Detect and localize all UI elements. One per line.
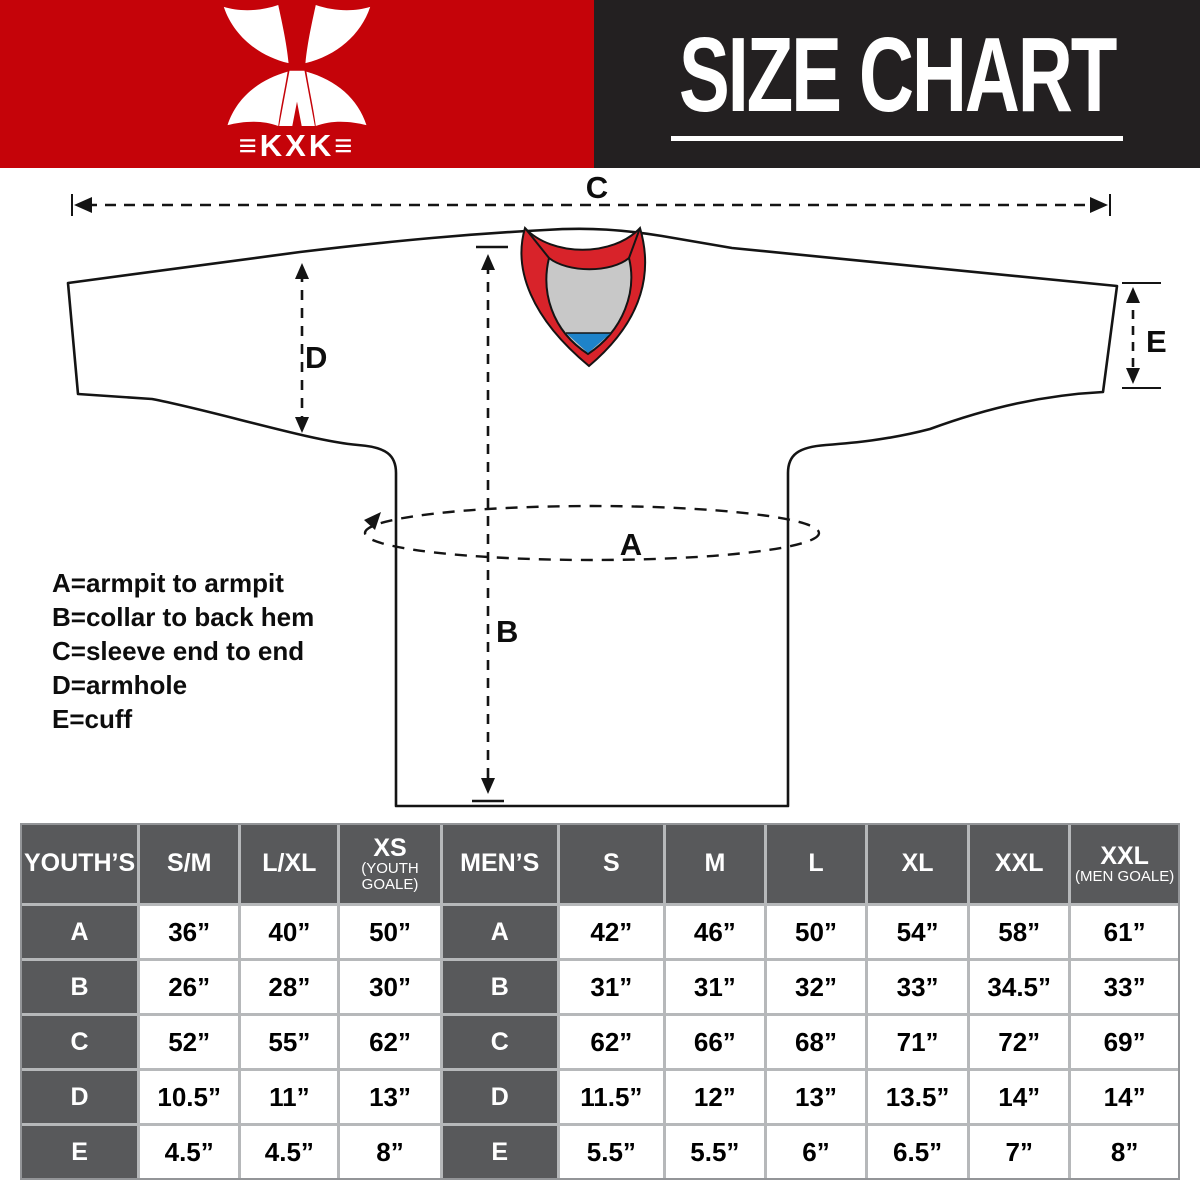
size-value: 7” <box>970 1126 1069 1178</box>
legend-line-d: D=armhole <box>52 670 188 700</box>
size-value: 31” <box>559 961 663 1013</box>
measurement-ellipse-a <box>363 504 821 562</box>
size-value: 13” <box>766 1071 866 1123</box>
jersey-drawing: C D B <box>66 170 1167 808</box>
row-label: E <box>442 1126 557 1178</box>
brand-banner: ≡KXK≡ <box>0 0 594 168</box>
size-value: 69” <box>1071 1016 1178 1068</box>
row-label: A <box>22 906 138 958</box>
legend-line-a: A=armpit to armpit <box>52 568 284 598</box>
measurement-label-a: A <box>620 527 642 562</box>
column-header: XS (YOUTH GOALE) <box>340 825 440 903</box>
size-value: 33” <box>868 961 968 1013</box>
size-value: 8” <box>340 1126 440 1178</box>
measurement-label-b: B <box>496 614 518 649</box>
column-header: S <box>559 825 663 903</box>
title-banner: SIZE CHART <box>594 0 1200 168</box>
column-header: MEN’S <box>442 825 557 903</box>
row-label: D <box>442 1071 557 1123</box>
size-value: 12” <box>665 1071 764 1123</box>
row-label: D <box>22 1071 138 1123</box>
measurement-arrow-e <box>1122 282 1161 389</box>
measurement-label-c: C <box>586 170 608 205</box>
row-label: E <box>22 1126 138 1178</box>
size-value: 6” <box>766 1126 866 1178</box>
kxk-logo-icon <box>223 4 371 126</box>
size-value: 36” <box>140 906 239 958</box>
collar <box>520 226 647 368</box>
size-value: 11” <box>241 1071 338 1123</box>
size-value: 5.5” <box>559 1126 663 1178</box>
size-value: 8” <box>1071 1126 1178 1178</box>
size-value: 14” <box>1071 1071 1178 1123</box>
size-value: 50” <box>766 906 866 958</box>
size-value: 13.5” <box>868 1071 968 1123</box>
size-value: 40” <box>241 906 338 958</box>
size-value: 46” <box>665 906 764 958</box>
jersey-diagram: C D B <box>0 168 1200 818</box>
column-header: L/XL <box>241 825 338 903</box>
measurement-arrow-b <box>472 245 508 803</box>
size-value: 26” <box>140 961 239 1013</box>
size-value: 13” <box>340 1071 440 1123</box>
collar-inner-gray <box>545 256 633 356</box>
size-value: 62” <box>340 1016 440 1068</box>
size-value: 55” <box>241 1016 338 1068</box>
row-label: C <box>442 1016 557 1068</box>
header: ≡KXK≡ SIZE CHART <box>0 0 1200 168</box>
collar-blue-insert <box>566 333 611 353</box>
legend-line-b: B=collar to back hem <box>52 602 315 632</box>
size-value: 28” <box>241 961 338 1013</box>
column-header: S/M <box>140 825 239 903</box>
column-header: XXL <box>970 825 1069 903</box>
size-value: 54” <box>868 906 968 958</box>
size-value: 42” <box>559 906 663 958</box>
size-value: 33” <box>1071 961 1178 1013</box>
legend-line-c: C=sleeve end to end <box>52 636 305 666</box>
size-value: 4.5” <box>140 1126 239 1178</box>
size-value: 61” <box>1071 906 1178 958</box>
size-value: 6.5” <box>868 1126 968 1178</box>
size-table: YOUTH’S S/M L/XL XS (YOUTH GOALE) MEN’S S M L XL X… <box>20 823 1180 1180</box>
size-value: 71” <box>868 1016 968 1068</box>
size-value: 50” <box>340 906 440 958</box>
size-value: 10.5” <box>140 1071 239 1123</box>
measurement-arrow-c <box>71 194 1111 216</box>
measurement-label-d: D <box>305 340 327 375</box>
page-title: SIZE CHART <box>678 15 1117 134</box>
jersey-outline <box>66 227 1119 808</box>
measurement-legend: A=armpit to armpit B=collar to back hem … <box>52 566 314 736</box>
size-value: 58” <box>970 906 1069 958</box>
column-header: XL <box>868 825 968 903</box>
size-value: 14” <box>970 1071 1069 1123</box>
title-underline <box>671 136 1123 142</box>
size-value: 68” <box>766 1016 866 1068</box>
row-label: A <box>442 906 557 958</box>
size-value: 34.5” <box>970 961 1069 1013</box>
size-value: 66” <box>665 1016 764 1068</box>
column-header: XXL (MEN GOALE) <box>1071 825 1178 903</box>
row-label: B <box>442 961 557 1013</box>
row-label: C <box>22 1016 138 1068</box>
size-value: 72” <box>970 1016 1069 1068</box>
brand-logo-text: ≡KXK≡ <box>238 127 356 163</box>
measurement-arrow-d <box>295 263 309 433</box>
size-value: 5.5” <box>665 1126 764 1178</box>
column-header: YOUTH’S <box>22 825 138 903</box>
row-label: B <box>22 961 138 1013</box>
size-value: 62” <box>559 1016 663 1068</box>
size-value: 11.5” <box>559 1071 663 1123</box>
size-value: 32” <box>766 961 866 1013</box>
column-header: M <box>665 825 764 903</box>
size-value: 30” <box>340 961 440 1013</box>
legend-line-e: E=cuff <box>52 704 133 734</box>
size-value: 4.5” <box>241 1126 338 1178</box>
measurement-label-e: E <box>1146 324 1167 359</box>
size-value: 52” <box>140 1016 239 1068</box>
size-value: 31” <box>665 961 764 1013</box>
column-header: L <box>766 825 866 903</box>
